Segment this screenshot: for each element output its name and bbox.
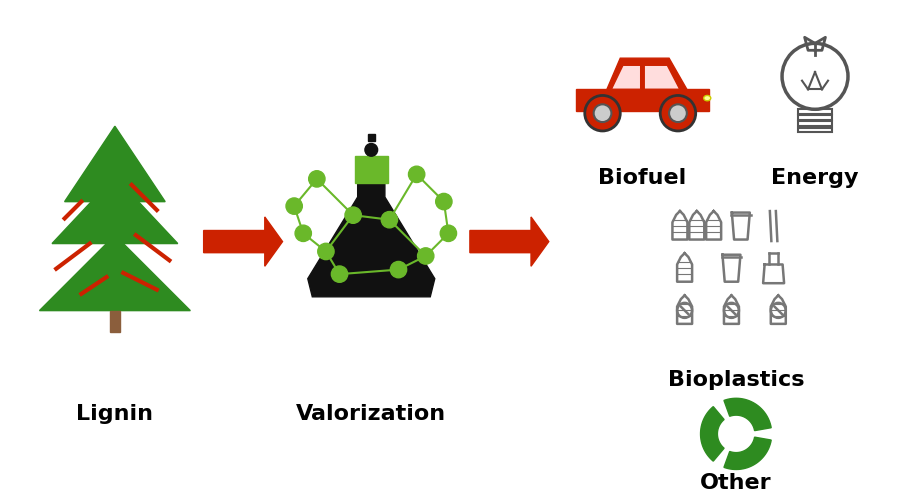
Polygon shape [203, 217, 283, 266]
Text: Other: Other [700, 473, 772, 494]
Circle shape [440, 225, 456, 242]
Circle shape [318, 244, 334, 259]
Text: Bioplastics: Bioplastics [668, 370, 805, 390]
FancyBboxPatch shape [368, 134, 375, 141]
Polygon shape [65, 126, 165, 202]
Polygon shape [700, 407, 724, 461]
Text: Energy: Energy [772, 167, 858, 188]
Circle shape [345, 207, 361, 223]
Text: Biofuel: Biofuel [599, 167, 687, 188]
Polygon shape [355, 156, 387, 183]
Circle shape [365, 144, 378, 156]
Circle shape [436, 193, 452, 210]
Circle shape [332, 266, 347, 282]
Polygon shape [40, 235, 190, 311]
Text: Lignin: Lignin [77, 404, 153, 424]
Polygon shape [612, 65, 640, 89]
Text: Valorization: Valorization [297, 404, 446, 424]
Polygon shape [644, 65, 680, 89]
Polygon shape [470, 217, 549, 266]
FancyBboxPatch shape [110, 311, 120, 331]
Circle shape [390, 261, 407, 278]
Polygon shape [52, 176, 177, 244]
Polygon shape [607, 58, 687, 89]
Circle shape [382, 212, 397, 228]
Ellipse shape [704, 95, 711, 101]
Circle shape [669, 104, 687, 122]
Circle shape [286, 198, 302, 214]
Polygon shape [724, 398, 772, 430]
Circle shape [408, 166, 425, 182]
Circle shape [661, 95, 696, 131]
Polygon shape [576, 89, 709, 111]
Polygon shape [724, 437, 772, 470]
Circle shape [295, 225, 311, 242]
Polygon shape [308, 152, 435, 297]
Circle shape [309, 170, 325, 187]
Circle shape [585, 95, 620, 131]
Circle shape [418, 248, 434, 264]
Circle shape [593, 104, 612, 122]
